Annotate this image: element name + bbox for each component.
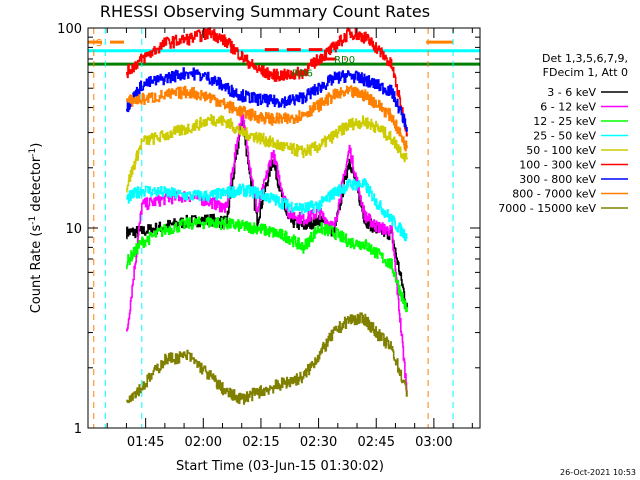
legend-entry-label: 3 - 6 keV bbox=[547, 86, 596, 99]
series-line bbox=[126, 312, 408, 405]
y-tick-label: 1 bbox=[74, 422, 82, 437]
x-tick-label: 03:00 bbox=[415, 435, 452, 450]
timestamp: 26-Oct-2021 10:53 bbox=[560, 468, 636, 477]
legend-header-detectors: Det 1,3,5,6,7,9, bbox=[542, 52, 628, 65]
legend-entry-label: 12 - 25 keV bbox=[533, 115, 596, 128]
y-axis-label-exp1: -1 bbox=[28, 216, 38, 225]
legend-header-decimation: FDecim 1, Att 0 bbox=[543, 66, 628, 79]
flag-annotation: RD0 bbox=[334, 55, 355, 66]
series-line bbox=[126, 178, 408, 242]
legend-entry-label: 800 - 7000 keV bbox=[512, 188, 596, 201]
series-layer bbox=[126, 27, 408, 405]
flag-annotation: S bbox=[96, 38, 102, 49]
flag-annotation: RD6 bbox=[292, 68, 313, 79]
series-line bbox=[126, 85, 408, 152]
x-tick-label: 02:45 bbox=[358, 435, 395, 450]
series-line bbox=[126, 67, 408, 132]
y-axis-label-mid: detector bbox=[29, 156, 44, 216]
series-line bbox=[126, 216, 408, 313]
y-tick-label: 100 bbox=[57, 22, 82, 37]
chart-title: RHESSI Observing Summary Count Rates bbox=[100, 2, 430, 21]
x-axis-ticks: 01:45 02:00 02:15 02:30 02:45 03:00 bbox=[87, 28, 473, 450]
legend-entry-label: 300 - 800 keV bbox=[519, 173, 596, 186]
series-line bbox=[126, 114, 408, 193]
plot-area: S RD0 RD6 bbox=[88, 27, 480, 428]
legend-entry-label: 50 - 100 keV bbox=[526, 144, 596, 157]
y-axis-ticks: 1 10 100 bbox=[57, 22, 480, 437]
legend: Det 1,3,5,6,7,9, FDecim 1, Att 0 3 - 6 k… bbox=[498, 52, 628, 215]
y-axis-label: Count Rate (s-1 detector-1) bbox=[28, 143, 44, 314]
y-tick-label: 10 bbox=[65, 222, 82, 237]
legend-entry-label: 7000 - 15000 keV bbox=[498, 202, 596, 215]
y-axis-label-end: ) bbox=[29, 143, 44, 148]
legend-entry-label: 6 - 12 keV bbox=[540, 101, 596, 114]
x-axis-label: Start Time (03-Jun-15 01:30:02) bbox=[176, 459, 384, 474]
x-tick-label: 02:00 bbox=[185, 435, 222, 450]
legend-entry-label: 100 - 300 keV bbox=[519, 159, 596, 172]
x-tick-label: 02:15 bbox=[242, 435, 279, 450]
series-line bbox=[126, 27, 408, 137]
y-axis-label-main: Count Rate (s bbox=[29, 225, 44, 314]
x-tick-label: 02:30 bbox=[300, 435, 337, 450]
series-line bbox=[126, 112, 408, 393]
annotation-layer: S RD0 RD6 bbox=[96, 38, 355, 79]
x-tick-label: 01:45 bbox=[127, 435, 164, 450]
legend-entry-label: 25 - 50 keV bbox=[533, 130, 596, 143]
y-axis-label-exp2: -1 bbox=[28, 148, 38, 157]
svg-text:Count Rate (s-1 detector-1): Count Rate (s-1 detector-1) bbox=[28, 143, 44, 314]
